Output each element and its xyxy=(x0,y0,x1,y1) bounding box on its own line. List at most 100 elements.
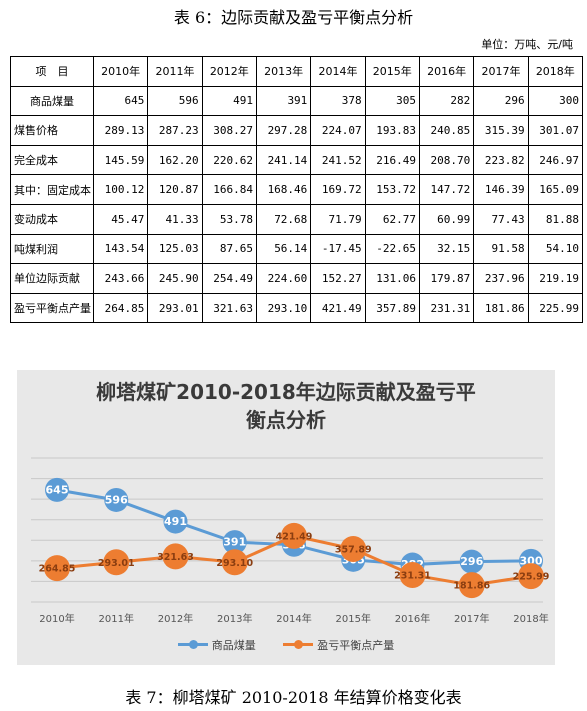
table-cell: 224.07 xyxy=(310,115,366,146)
legend-swatch-breakeven xyxy=(283,639,314,649)
table-cell: 53.78 xyxy=(201,203,257,235)
table-cell: 245.90 xyxy=(147,263,203,294)
x-tick-label: 2016年 xyxy=(395,612,430,625)
table-cell: 231.31 xyxy=(418,292,475,324)
x-tick-label: 2011年 xyxy=(99,612,134,625)
table-cell: 179.87 xyxy=(418,263,475,294)
header-year: 2012年 xyxy=(201,56,257,87)
table-header-row: 项 目 2010年 2011年 2012年 2013年 2014年 2015年 2016年 20… xyxy=(10,56,584,87)
table-cell: 282 xyxy=(418,85,475,117)
table-cell: 297.28 xyxy=(255,115,312,146)
x-tick-label: 2018年 xyxy=(513,612,548,625)
table-cell: 224.60 xyxy=(255,263,312,294)
table-cell: 421.49 xyxy=(310,292,366,324)
table-cell: 208.70 xyxy=(418,144,475,176)
table-cell: 357.89 xyxy=(364,292,420,324)
table-cell: 152.27 xyxy=(310,263,366,294)
table-cell: 301.07 xyxy=(527,115,584,146)
row-label: 吨煤利润 xyxy=(10,233,94,265)
table-cell: 147.72 xyxy=(418,174,475,205)
table-cell: 87.65 xyxy=(201,233,257,265)
header-year: 2010年 xyxy=(92,56,149,87)
table-cell: 219.19 xyxy=(527,263,584,294)
data-point xyxy=(399,561,426,588)
data-point xyxy=(459,549,484,574)
data-point xyxy=(222,530,247,555)
table-cell: 143.54 xyxy=(92,233,149,265)
table-cell: -17.45 xyxy=(310,233,366,265)
x-tick-label: 2012年 xyxy=(158,612,193,625)
legend-swatch-coal xyxy=(177,639,208,649)
table-row: 盈亏平衡点产量 264.85 293.01 321.63 293.10 421.49 357… xyxy=(10,292,584,324)
table-cell: 91.58 xyxy=(473,233,529,265)
data-point xyxy=(44,555,70,582)
data-label: 293.01 xyxy=(98,558,135,569)
table-cell: -22.65 xyxy=(364,233,420,265)
table-row: 变动成本 45.47 41.33 53.78 72.68 71.79 62.77 60.99 7… xyxy=(10,203,584,235)
table-cell: 45.47 xyxy=(92,203,149,235)
table-cell: 168.46 xyxy=(255,174,312,205)
data-label: 491 xyxy=(164,515,187,528)
x-tick-label: 2017年 xyxy=(454,612,489,625)
table-caption: 表 6：边际贡献及盈亏平衡点分析 xyxy=(173,8,414,27)
header-year: 2011年 xyxy=(147,56,203,87)
row-label: 单位边际贡献 xyxy=(10,263,94,294)
table-cell: 293.01 xyxy=(147,292,203,324)
data-point xyxy=(104,487,129,512)
table-cell: 216.49 xyxy=(364,144,420,176)
row-label: 煤售价格 xyxy=(10,115,94,146)
table-row: 煤售价格 289.13 287.23 308.27 297.28 224.07 193.83… xyxy=(10,115,584,146)
legend-label-breakeven: 盈亏平衡点产量 xyxy=(317,638,395,652)
table-cell: 166.84 xyxy=(201,174,257,205)
table-cell: 120.87 xyxy=(147,174,203,205)
table-cell: 241.52 xyxy=(310,144,366,176)
table-cell: 41.33 xyxy=(147,203,203,235)
row-label: 变动成本 xyxy=(10,203,94,235)
data-label: 357.89 xyxy=(335,544,372,555)
table-cell: 378 xyxy=(310,85,366,117)
table-cell: 240.85 xyxy=(418,115,475,146)
table-cell: 491 xyxy=(201,85,257,117)
table-cell: 32.15 xyxy=(418,233,475,265)
row-label: 商品煤量 xyxy=(10,85,94,117)
table-cell: 264.85 xyxy=(92,292,149,324)
data-point xyxy=(221,549,248,576)
table-cell: 293.10 xyxy=(255,292,312,324)
table-cell: 391 xyxy=(255,85,312,117)
chart-title: 柳塔煤矿2010-2018年边际贡献及盈亏平 衡点分析 xyxy=(17,378,555,434)
data-label: 231.31 xyxy=(394,570,431,581)
header-year: 2017年 xyxy=(473,56,529,87)
data-label: 300 xyxy=(520,554,543,567)
table-row: 其中：固定成本 100.12 120.87 166.84 168.46 169.72 153… xyxy=(10,174,584,205)
header-year: 2016年 xyxy=(418,56,475,87)
data-label: 645 xyxy=(46,483,69,496)
table-cell: 56.14 xyxy=(255,233,312,265)
data-label: 321.63 xyxy=(157,552,194,563)
table-row: 单位边际贡献 243.66 245.90 254.49 224.60 152.27 131.… xyxy=(10,263,584,294)
bottom-caption: 表 7：柳塔煤矿 2010-2018 年结算价格变化表 xyxy=(125,688,462,707)
table-cell: 193.83 xyxy=(364,115,420,146)
data-label: 293.10 xyxy=(216,558,253,569)
table-cell: 131.06 xyxy=(364,263,420,294)
table-cell: 165.09 xyxy=(527,174,584,205)
x-tick-label: 2013年 xyxy=(217,612,252,625)
table-cell: 315.39 xyxy=(473,115,529,146)
table-cell: 71.79 xyxy=(310,203,366,235)
table-cell: 153.72 xyxy=(364,174,420,205)
x-tick-label: 2010年 xyxy=(39,612,74,625)
header-year: 2014年 xyxy=(310,56,366,87)
legend-item-breakeven: 盈亏平衡点产量 xyxy=(283,637,394,653)
table-cell: 100.12 xyxy=(92,174,149,205)
table-cell: 308.27 xyxy=(201,115,257,146)
data-point xyxy=(281,522,307,549)
row-label: 完全成本 xyxy=(10,144,94,176)
table-cell: 77.43 xyxy=(473,203,529,235)
chart-legend: 商品煤量 盈亏平衡点产量 xyxy=(17,636,555,653)
data-point xyxy=(45,477,69,502)
table-cell: 246.97 xyxy=(527,144,584,176)
data-point xyxy=(458,572,485,599)
table-row: 吨煤利润 143.54 125.03 87.65 56.14 -17.45 -22.65 32… xyxy=(10,233,584,265)
table-cell: 220.62 xyxy=(201,144,257,176)
data-label: 225.99 xyxy=(513,572,550,583)
table-cell: 60.99 xyxy=(418,203,475,235)
